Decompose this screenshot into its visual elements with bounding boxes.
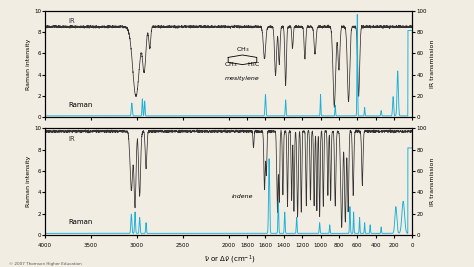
Text: $\mathrm{H_3C}$: $\mathrm{H_3C}$ <box>247 60 261 69</box>
Text: © 2007 Thomson Higher Education: © 2007 Thomson Higher Education <box>9 262 82 266</box>
Y-axis label: Raman intensity: Raman intensity <box>26 156 31 207</box>
Text: Raman: Raman <box>68 219 92 225</box>
Text: Raman: Raman <box>68 102 92 108</box>
Y-axis label: IR transmission: IR transmission <box>430 40 435 88</box>
Text: $\mathrm{CH_3}$: $\mathrm{CH_3}$ <box>236 45 249 54</box>
Text: $\mathrm{CH_3}$: $\mathrm{CH_3}$ <box>224 60 237 69</box>
Text: mesitylene: mesitylene <box>225 76 260 81</box>
Y-axis label: Raman intensity: Raman intensity <box>26 38 31 90</box>
Text: IR: IR <box>68 18 75 25</box>
Text: indene: indene <box>232 194 253 199</box>
Text: $\bar{\nu}$ or $\Delta\bar{\nu}$ (cm$^{-1}$): $\bar{\nu}$ or $\Delta\bar{\nu}$ (cm$^{-… <box>204 253 255 266</box>
Y-axis label: IR transmission: IR transmission <box>430 157 435 206</box>
Text: IR: IR <box>68 136 75 142</box>
